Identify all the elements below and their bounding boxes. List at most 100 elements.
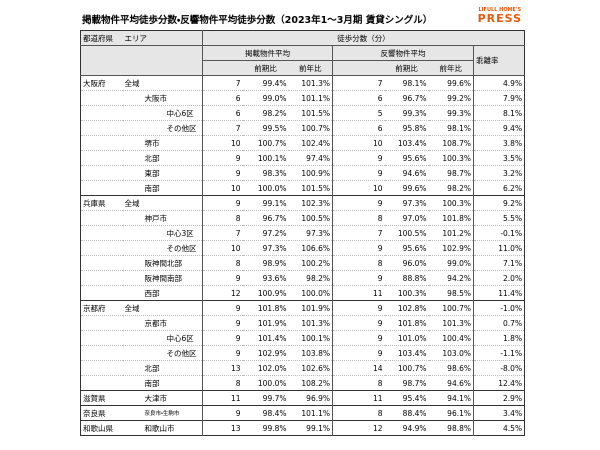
value-cell: 103.4% (384, 345, 429, 361)
value-cell: 10 (332, 135, 385, 151)
value-cell: 101.3% (288, 315, 333, 331)
pref (80, 90, 123, 106)
value-cell: 106.6% (288, 240, 333, 256)
value-cell: 99.6% (428, 75, 474, 91)
data-row: 南部 10 100.0% 101.5% 10 99.6% 98.2% 6.2% (80, 180, 525, 196)
value-cell: 94.6% (384, 165, 429, 181)
value-cell: 9 (332, 315, 385, 331)
area: その他区 (122, 120, 203, 136)
header-qoq: 前期比 (242, 60, 289, 76)
value-cell: 100.7% (428, 300, 474, 316)
value-cell: 100.9% (288, 165, 333, 181)
pref (80, 150, 123, 166)
value-cell: 100.7% (242, 135, 289, 151)
value-cell: 6 (202, 90, 243, 106)
value-cell: 98.1% (428, 120, 474, 136)
value-cell: 14 (332, 360, 385, 376)
header-qoq: 前期比 (384, 60, 429, 76)
data-row: 神戸市 8 96.7% 100.5% 8 97.0% 101.8% 5.5% (80, 210, 525, 226)
value-cell: 9 (202, 195, 243, 211)
value-cell: 99.1% (288, 420, 333, 436)
data-row: 堺市 10 100.7% 102.4% 10 103.4% 108.7% 3.8% (80, 135, 525, 151)
value-cell: 101.8% (428, 210, 474, 226)
value-cell: 100.0% (242, 375, 289, 391)
value-cell: 8 (202, 255, 243, 271)
pref (80, 165, 123, 181)
area: 奈良市・生駒市 (122, 405, 203, 421)
pref: 兵庫県 (80, 195, 123, 211)
value-cell: 99.2% (428, 90, 474, 106)
value-cell: 94.6% (428, 375, 474, 391)
value-cell: 11.0% (472, 240, 525, 256)
value-cell: 3.4% (472, 405, 525, 421)
pref: 和歌山県 (80, 420, 123, 436)
value-cell: 98.5% (428, 285, 474, 301)
value-cell: -1.0% (472, 300, 525, 316)
area: 阪神間南部 (122, 270, 203, 286)
area: 東部 (122, 165, 203, 181)
value-cell: 9 (332, 270, 385, 286)
value-cell: 100.7% (384, 360, 429, 376)
value-cell: 97.4% (288, 150, 333, 166)
value-cell: 88.4% (384, 405, 429, 421)
header-yoy: 前年比 (428, 60, 474, 76)
data-row: 奈良県 奈良市・生駒市 9 98.4% 101.1% 8 88.4% 96.1% 3.4% (80, 405, 525, 421)
pref (80, 210, 123, 226)
header-blank (80, 45, 203, 76)
header-gap: 乖離率 (472, 45, 525, 76)
area: その他区 (122, 345, 203, 361)
value-cell: 10 (202, 180, 243, 196)
value-cell: 100.7% (288, 120, 333, 136)
pref (80, 270, 123, 286)
value-cell: 8 (332, 210, 385, 226)
value-cell: 101.2% (428, 225, 474, 241)
value-cell: 11 (332, 285, 385, 301)
value-cell: 99.4% (242, 75, 289, 91)
value-cell: 101.5% (288, 105, 333, 121)
value-cell: 9 (202, 315, 243, 331)
value-cell: 12 (202, 285, 243, 301)
value-cell: 6.2% (472, 180, 525, 196)
value-cell: 9 (332, 240, 385, 256)
value-cell: 96.0% (384, 255, 429, 271)
value-cell: 12.4% (472, 375, 525, 391)
area: 中心6区 (122, 105, 203, 121)
area: 大阪市 (122, 90, 203, 106)
value-cell: 9 (332, 345, 385, 361)
value-cell: 94.2% (428, 270, 474, 286)
value-cell: 99.0% (242, 90, 289, 106)
area: 北部 (122, 360, 203, 376)
value-cell: -0.1% (472, 225, 525, 241)
pref: 京都府 (80, 300, 123, 316)
value-cell: 94.1% (428, 390, 474, 406)
value-cell: 4.5% (472, 420, 525, 436)
pref (80, 135, 123, 151)
value-cell: 12 (332, 420, 385, 436)
value-cell: 9 (202, 270, 243, 286)
value-cell: 102.0% (242, 360, 289, 376)
data-row: 大阪市 6 99.0% 101.1% 6 96.7% 99.2% 7.9% (80, 90, 525, 106)
value-cell: 7 (332, 225, 385, 241)
value-cell: 97.0% (384, 210, 429, 226)
value-cell: -1.1% (472, 345, 525, 361)
value-cell: 100.9% (242, 285, 289, 301)
value-cell: 100.3% (428, 150, 474, 166)
area: 全域 (122, 300, 203, 316)
value-cell: 6 (332, 120, 385, 136)
value-cell: 9.2% (472, 195, 525, 211)
header-blank (332, 60, 385, 76)
pref (80, 255, 123, 271)
data-row: 阪神間北部 8 98.9% 100.2% 8 96.0% 99.0% 7.1% (80, 255, 525, 271)
value-cell: 10 (202, 135, 243, 151)
value-cell: 0.7% (472, 315, 525, 331)
value-cell: 100.3% (428, 195, 474, 211)
area: 大津市 (122, 390, 203, 406)
value-cell: 99.8% (242, 420, 289, 436)
value-cell: 88.8% (384, 270, 429, 286)
value-cell: 7 (202, 225, 243, 241)
value-cell: 93.6% (242, 270, 289, 286)
value-cell: 98.6% (428, 360, 474, 376)
value-cell: 4.9% (472, 75, 525, 91)
value-cell: 108.2% (288, 375, 333, 391)
